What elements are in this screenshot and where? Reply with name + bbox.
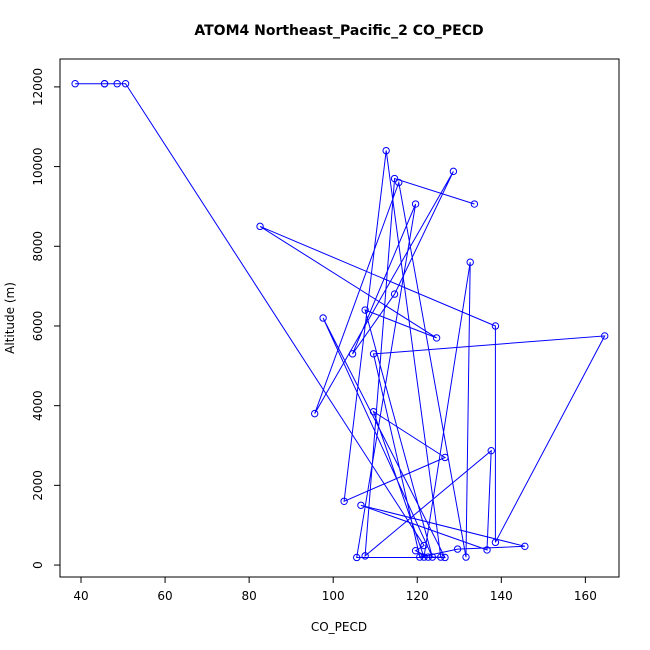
x-axis: 40 60 80 100 120 140 160	[73, 577, 597, 603]
data-point	[601, 332, 609, 340]
data-point	[395, 178, 403, 187]
data-point	[113, 80, 121, 88]
data-point	[453, 545, 462, 553]
y-tick-label: 10000	[31, 147, 45, 185]
data-point	[420, 553, 428, 561]
data-point	[416, 553, 424, 561]
x-tick-label: 160	[574, 589, 597, 603]
y-tick-label: 12000	[31, 68, 45, 106]
data-point	[483, 546, 491, 554]
data-point	[487, 446, 495, 455]
data-point	[462, 553, 470, 561]
data-point	[466, 258, 474, 266]
y-tick-label: 8000	[31, 231, 45, 262]
y-tick-label: 2000	[31, 470, 45, 501]
data-point	[411, 200, 420, 208]
x-tick-label: 100	[322, 589, 345, 603]
data-point	[340, 497, 348, 505]
data-point	[437, 553, 445, 561]
data-point	[441, 553, 449, 562]
data-point	[256, 222, 264, 231]
x-tick-label: 140	[490, 589, 513, 603]
data-point	[361, 552, 369, 560]
series-layer	[71, 80, 609, 562]
data-point	[100, 80, 109, 88]
data-point	[424, 553, 432, 561]
data-point	[121, 80, 130, 88]
data-point	[432, 334, 441, 342]
x-tick-label: 120	[406, 589, 429, 603]
x-axis-label: CO_PECD	[311, 620, 367, 634]
y-axis-label: Altitude (m)	[3, 282, 17, 354]
data-point	[420, 541, 428, 550]
data-point	[353, 553, 361, 562]
data-point	[390, 174, 399, 183]
x-tick-label: 60	[157, 589, 172, 603]
y-tick-label: 4000	[31, 390, 45, 421]
data-point	[369, 350, 378, 358]
data-point	[369, 407, 378, 416]
x-tick-label: 80	[241, 589, 256, 603]
y-tick-label: 6000	[31, 311, 45, 342]
data-point	[449, 167, 458, 176]
data-point	[491, 538, 500, 547]
data-point	[428, 553, 437, 561]
y-tick-label: 0	[31, 561, 45, 569]
data-point	[311, 409, 319, 418]
series-line	[75, 83, 606, 558]
data-point	[470, 200, 479, 208]
x-tick-label: 40	[73, 589, 88, 603]
chart-title: ATOM4 Northeast_Pacific_2 CO_PECD	[194, 23, 483, 39]
plot-frame	[59, 58, 620, 578]
data-point	[71, 80, 79, 88]
data-point	[441, 453, 449, 462]
data-point	[319, 314, 327, 322]
data-point	[521, 542, 529, 551]
data-point	[382, 146, 390, 155]
data-point	[357, 501, 365, 509]
data-point	[491, 322, 500, 330]
data-point	[348, 350, 357, 358]
data-point	[390, 290, 399, 298]
data-point	[361, 306, 369, 314]
data-point	[411, 547, 420, 555]
y-axis: 0 2000 4000 6000 8000 10000 12000	[31, 68, 60, 569]
